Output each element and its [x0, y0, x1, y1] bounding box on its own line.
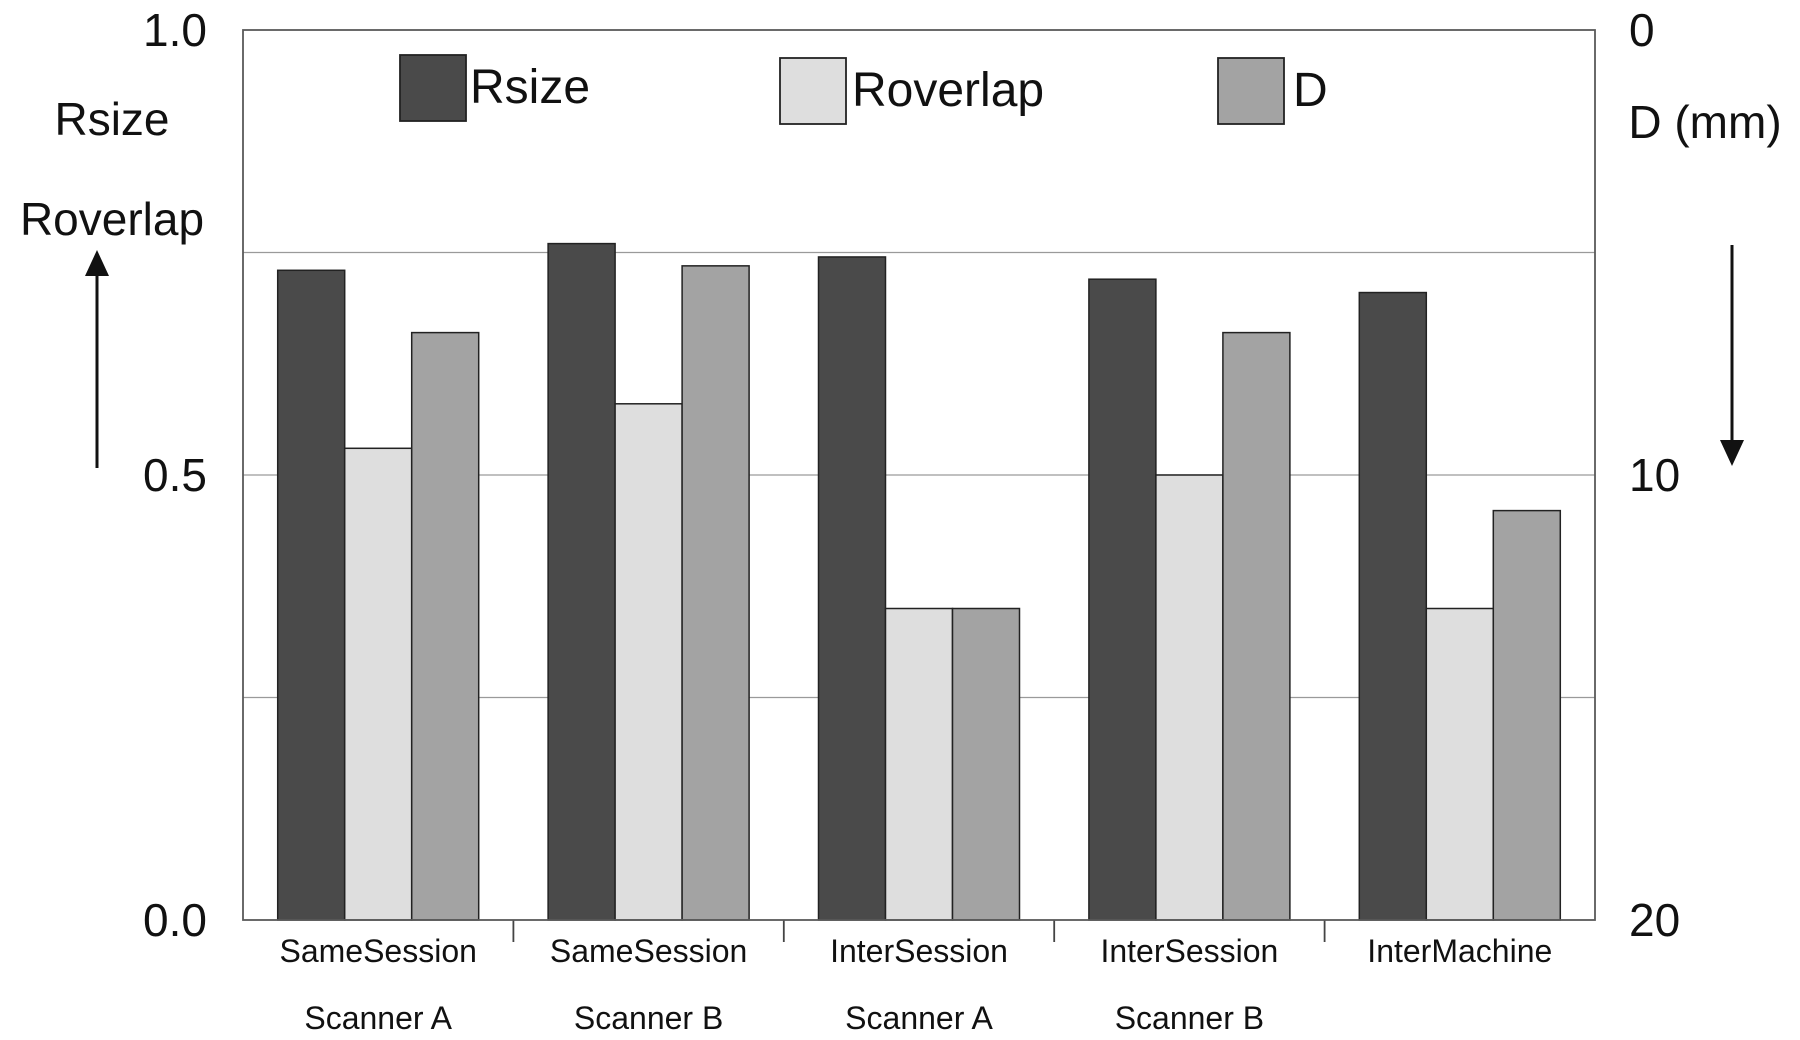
category-label: InterMachine	[1367, 933, 1552, 969]
bar-roverlap-2	[884, 607, 954, 921]
category-sublabel: Scanner A	[304, 1000, 452, 1036]
legend-swatch-roverlap	[779, 57, 847, 125]
left-tick-label: 0.5	[143, 449, 207, 501]
legend-swatch-d	[1217, 57, 1285, 125]
bar-d-1	[681, 265, 750, 921]
bar-rsize-1	[547, 242, 616, 921]
bars	[276, 242, 1562, 942]
down-arrow-icon	[1720, 245, 1744, 466]
bar-roverlap-4	[1425, 607, 1495, 921]
legend-label-roverlap: Roverlap	[852, 64, 1044, 117]
bar-d-3	[1222, 331, 1291, 921]
category-sublabel: Scanner B	[574, 1000, 723, 1036]
legend-label-rsize: Rsize	[470, 61, 590, 114]
legend-swatch-rsize	[399, 54, 467, 122]
category-label: InterSession	[1100, 933, 1278, 969]
bar-roverlap-1	[614, 403, 683, 921]
left-axis-title-line-1: Rsize	[54, 93, 169, 145]
bar-rsize-2	[817, 256, 887, 921]
right-axis-title: D (mm)	[1628, 96, 1781, 148]
left-tick-label: 1.0	[143, 4, 207, 56]
category-labels: SameSession Scanner A SameSession Scanner B…	[279, 933, 1552, 1036]
right-tick-label: 0	[1629, 4, 1655, 56]
bar-d-2	[951, 607, 1021, 921]
right-axis: D (mm) 0 10 20	[1628, 4, 1781, 946]
left-axis: Rsize Roverlap 0.0 0.5 1.0	[20, 4, 207, 946]
bar-d-0	[410, 331, 480, 921]
up-arrow-icon	[85, 250, 109, 468]
category-label: InterSession	[830, 933, 1008, 969]
category-sublabel: Scanner B	[1115, 1000, 1264, 1036]
plot-frame	[242, 29, 1596, 921]
right-tick-label: 20	[1629, 894, 1680, 946]
bar-rsize-4	[1358, 291, 1428, 921]
bar-roverlap-3	[1155, 474, 1224, 921]
right-tick-label: 10	[1629, 449, 1680, 501]
left-axis-title-line-2: Roverlap	[20, 193, 204, 245]
bar-roverlap-0	[343, 447, 413, 921]
bar-rsize-0	[276, 269, 346, 921]
legend: Rsize Roverlap D	[399, 54, 1328, 125]
bar-d-4	[1492, 509, 1562, 921]
category-separators	[512, 920, 1326, 942]
bar-rsize-3	[1088, 278, 1157, 921]
legend-label-d: D	[1293, 64, 1328, 117]
category-label: SameSession	[550, 933, 747, 969]
left-tick-label: 0.0	[143, 894, 207, 946]
category-sublabel: Scanner A	[845, 1000, 993, 1036]
category-label: SameSession	[279, 933, 476, 969]
